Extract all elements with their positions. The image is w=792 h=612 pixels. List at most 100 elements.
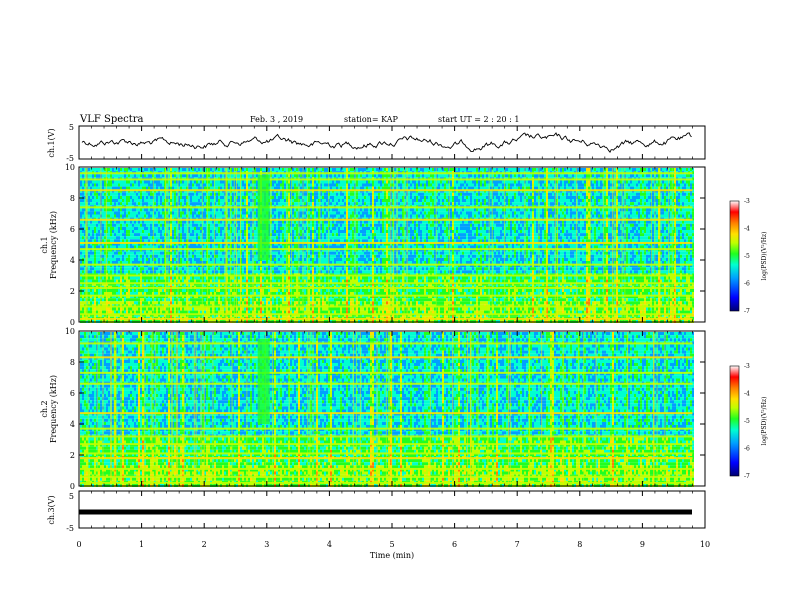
spectrogram-cell — [94, 280, 96, 283]
spectrogram-cell — [242, 233, 244, 236]
spectrogram-cell — [182, 311, 184, 314]
spectrogram-cell — [140, 301, 142, 304]
spectrogram-cell — [276, 180, 278, 183]
spectrogram-cell — [112, 280, 114, 283]
spectrogram-cell — [112, 320, 114, 323]
spectrogram-cell — [128, 255, 130, 258]
spectrogram-cell — [212, 289, 214, 292]
spectrogram-cell — [90, 311, 92, 314]
spectrogram-cell — [254, 187, 256, 190]
spectrogram-cell — [98, 277, 100, 280]
spectrogram-cell — [92, 193, 94, 196]
spectrogram-cell — [248, 298, 250, 301]
spectrogram-cell — [82, 292, 84, 295]
spectrogram-cell — [222, 174, 224, 177]
spectrogram-cell — [142, 233, 144, 236]
spectrogram-cell — [154, 311, 156, 314]
spectrogram-cell — [116, 221, 118, 224]
spectrogram-cell — [190, 239, 192, 242]
spectrogram-cell — [118, 255, 120, 258]
spectrogram-cell — [190, 208, 192, 211]
spectrogram-cell — [80, 193, 82, 196]
spectrogram-cell — [132, 261, 134, 264]
spectrogram-cell — [180, 174, 182, 177]
spectrogram-cell — [254, 277, 256, 280]
spectrogram-cell — [246, 320, 248, 323]
spectrogram-cell — [276, 230, 278, 233]
spectrogram-cell — [276, 168, 278, 171]
spectrogram-cell — [82, 298, 84, 301]
spectrogram-cell — [140, 196, 142, 199]
spectrogram-cell — [210, 193, 212, 196]
spectrogram-cell — [172, 320, 174, 323]
spectrogram-cell — [210, 298, 212, 301]
spectrogram-cell — [254, 230, 256, 233]
spectrogram-cell — [96, 252, 98, 255]
spectrogram-cell — [82, 261, 84, 264]
spectrogram-cell — [170, 174, 172, 177]
spectrogram-cell — [94, 227, 96, 230]
spectrogram-cell — [196, 301, 198, 304]
spectrogram-cell — [126, 280, 128, 283]
spectrogram-cell — [146, 211, 148, 214]
spectrogram-cell — [212, 224, 214, 227]
spectrogram-cell — [96, 292, 98, 295]
spectrogram-cell — [238, 261, 240, 264]
spectrogram-cell — [108, 255, 110, 258]
spectrogram-cell — [272, 311, 274, 314]
spectrogram-cell — [158, 224, 160, 227]
spectrogram-cell — [156, 180, 158, 183]
spectrogram-cell — [216, 270, 218, 273]
spectrogram-cell — [144, 236, 146, 239]
spectrogram-cell — [276, 301, 278, 304]
spectrogram-cell — [94, 202, 96, 205]
spectrogram-cell — [136, 174, 138, 177]
spectrogram-cell — [192, 211, 194, 214]
spectrogram-cell — [150, 255, 152, 258]
spectrogram-cell — [244, 233, 246, 236]
spectrogram-cell — [148, 208, 150, 211]
spectrogram-cell — [144, 289, 146, 292]
spectrogram-cell — [184, 230, 186, 233]
spectrogram-cell — [108, 261, 110, 264]
spectrogram-cell — [266, 261, 268, 264]
spectrogram-cell — [112, 196, 114, 199]
spectrogram-cell — [154, 236, 156, 239]
spectrogram-cell — [124, 168, 126, 171]
spectrogram-cell — [182, 211, 184, 214]
spectrogram-cell — [104, 258, 106, 261]
spectrogram-cell — [242, 255, 244, 258]
spectrogram-cell — [114, 180, 116, 183]
spectrogram-cell — [142, 270, 144, 273]
spectrogram-cell — [174, 236, 176, 239]
spectrogram-cell — [136, 252, 138, 255]
spectrogram-cell — [174, 289, 176, 292]
spectrogram-cell — [254, 289, 256, 292]
spectrogram-cell — [156, 196, 158, 199]
spectrogram-cell — [244, 199, 246, 202]
spectrogram-cell — [136, 233, 138, 236]
spectrogram-cell — [276, 199, 278, 202]
spectrogram-cell — [200, 215, 202, 218]
spectrogram-cell — [96, 174, 98, 177]
spectrogram-cell — [222, 221, 224, 224]
spectrogram-cell — [142, 187, 144, 190]
spectrogram-cell — [170, 215, 172, 218]
spectrogram-cell — [204, 224, 206, 227]
spectrogram-cell — [130, 289, 132, 292]
spectrogram-cell — [254, 224, 256, 227]
spectrogram-cell — [104, 174, 106, 177]
spectrogram-cell — [138, 292, 140, 295]
spectrogram-cell — [122, 227, 124, 230]
spectrogram-cell — [232, 236, 234, 239]
spectrogram-cell — [242, 246, 244, 249]
spectrogram-cell — [80, 180, 82, 183]
spectrogram-cell — [222, 215, 224, 218]
spectrogram-cell — [210, 180, 212, 183]
spectrogram-cell — [170, 261, 172, 264]
spectrogram-cell — [146, 252, 148, 255]
spectrogram-cell — [272, 258, 274, 261]
spectrogram-cell — [194, 224, 196, 227]
spectrogram-cell — [156, 246, 158, 249]
spectrogram-cell — [208, 255, 210, 258]
